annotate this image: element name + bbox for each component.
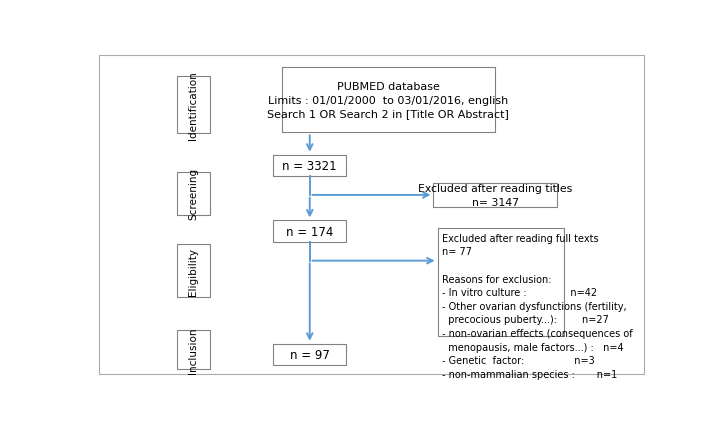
Text: n = 174: n = 174 [286,225,334,238]
Text: Identification: Identification [188,71,199,140]
Text: n = 97: n = 97 [290,348,330,361]
FancyBboxPatch shape [434,183,557,208]
Text: Screening: Screening [188,168,199,220]
FancyBboxPatch shape [273,221,347,242]
FancyBboxPatch shape [273,155,347,177]
FancyBboxPatch shape [281,67,495,133]
FancyBboxPatch shape [177,77,210,134]
FancyBboxPatch shape [273,344,347,365]
FancyBboxPatch shape [177,173,210,215]
Text: Eligibility: Eligibility [188,247,199,295]
FancyBboxPatch shape [177,245,210,297]
FancyBboxPatch shape [99,56,644,374]
Text: Excluded after reading full texts
n= 77

Reasons for exclusion:
- In vitro cultu: Excluded after reading full texts n= 77 … [442,233,633,379]
Text: Inclusion: Inclusion [188,326,199,373]
FancyBboxPatch shape [177,330,210,369]
Text: PUBMED database
Limits : 01/01/2000  to 03/01/2016, english
Search 1 OR Search 2: PUBMED database Limits : 01/01/2000 to 0… [268,82,510,119]
FancyBboxPatch shape [438,228,564,337]
Text: n = 3321: n = 3321 [283,159,337,173]
Text: Excluded after reading titles
n= 3147: Excluded after reading titles n= 3147 [418,184,572,207]
